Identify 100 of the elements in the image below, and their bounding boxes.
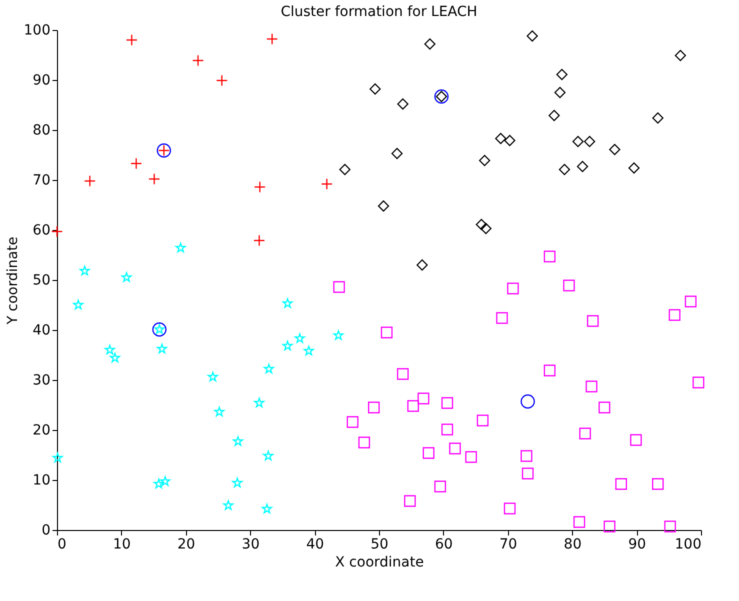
point — [522, 468, 534, 480]
point — [333, 330, 344, 340]
x-tick-label: 10 — [112, 536, 131, 552]
y-tick-label: 80 — [32, 122, 50, 138]
y-tick-label: 90 — [32, 72, 50, 88]
point — [604, 520, 616, 532]
point — [176, 242, 186, 252]
point — [418, 392, 430, 404]
point — [579, 428, 591, 440]
point — [266, 33, 278, 45]
point — [368, 402, 380, 414]
point — [216, 74, 228, 86]
point — [104, 344, 115, 354]
point — [476, 218, 487, 230]
point — [253, 234, 266, 246]
x-tick-label: 90 — [628, 536, 646, 552]
point — [148, 173, 160, 185]
point — [192, 54, 204, 66]
x-tick-label: 30 — [242, 536, 260, 552]
point — [520, 394, 535, 409]
point — [504, 502, 516, 514]
point — [586, 380, 598, 392]
x-tick-label: 100 — [674, 536, 702, 552]
point — [504, 134, 516, 146]
point — [576, 160, 588, 172]
y-tick-label: 100 — [24, 22, 50, 38]
point — [397, 98, 408, 110]
point — [232, 436, 244, 446]
point — [214, 406, 224, 416]
point — [434, 480, 446, 492]
point — [496, 312, 508, 324]
point — [598, 402, 610, 414]
point — [254, 181, 266, 193]
point — [333, 281, 345, 293]
point — [584, 136, 596, 148]
point — [449, 442, 461, 454]
point — [110, 352, 120, 362]
point — [424, 38, 436, 50]
point — [391, 148, 403, 160]
chart-title: Cluster formation for LEACH — [280, 4, 478, 20]
point — [520, 450, 532, 462]
y-tick-label: 70 — [32, 172, 50, 188]
point — [396, 368, 409, 380]
point — [422, 447, 434, 459]
point — [84, 175, 96, 187]
point — [262, 504, 272, 514]
point — [558, 164, 570, 176]
point — [254, 398, 264, 408]
point — [652, 478, 664, 490]
point — [130, 158, 142, 170]
x-tick-label: 20 — [177, 536, 196, 552]
point — [51, 226, 63, 238]
point — [630, 434, 642, 446]
point — [544, 250, 556, 262]
point — [208, 372, 218, 382]
point — [465, 451, 477, 463]
point — [264, 364, 274, 374]
point — [407, 400, 419, 412]
point — [441, 397, 454, 409]
y-tick-label: 60 — [32, 222, 50, 238]
point — [73, 300, 84, 310]
point — [263, 450, 274, 460]
x-tick-label: 0 — [58, 536, 66, 552]
point — [346, 416, 358, 428]
point — [692, 376, 704, 388]
x-tick-label: 60 — [434, 536, 453, 552]
point — [416, 259, 428, 271]
point — [160, 476, 170, 486]
x-tick-label: 40 — [306, 536, 324, 552]
point — [370, 83, 381, 95]
point — [80, 266, 90, 276]
point — [378, 200, 390, 212]
y-axis-title: Y coordinate — [4, 236, 21, 326]
y-tick-label: 20 — [32, 422, 50, 438]
point — [404, 495, 416, 507]
point — [52, 452, 63, 462]
point — [480, 222, 492, 234]
point — [572, 136, 584, 148]
y-tick-label: 50 — [32, 272, 50, 288]
y-tick-label: 10 — [32, 472, 50, 488]
point — [121, 272, 132, 282]
point — [573, 516, 586, 528]
point — [563, 280, 575, 292]
point — [674, 50, 686, 62]
point — [507, 282, 519, 294]
point — [304, 346, 314, 356]
point — [664, 520, 676, 532]
point — [652, 112, 664, 124]
y-tick-label: 40 — [32, 322, 50, 338]
point — [476, 414, 489, 426]
point — [586, 315, 599, 327]
point — [668, 309, 680, 321]
point — [628, 162, 640, 174]
point — [554, 86, 566, 98]
point — [548, 110, 560, 122]
point — [223, 500, 234, 510]
point — [479, 154, 490, 166]
x-tick-label: 80 — [564, 536, 582, 552]
point — [126, 34, 138, 46]
point — [684, 296, 697, 308]
